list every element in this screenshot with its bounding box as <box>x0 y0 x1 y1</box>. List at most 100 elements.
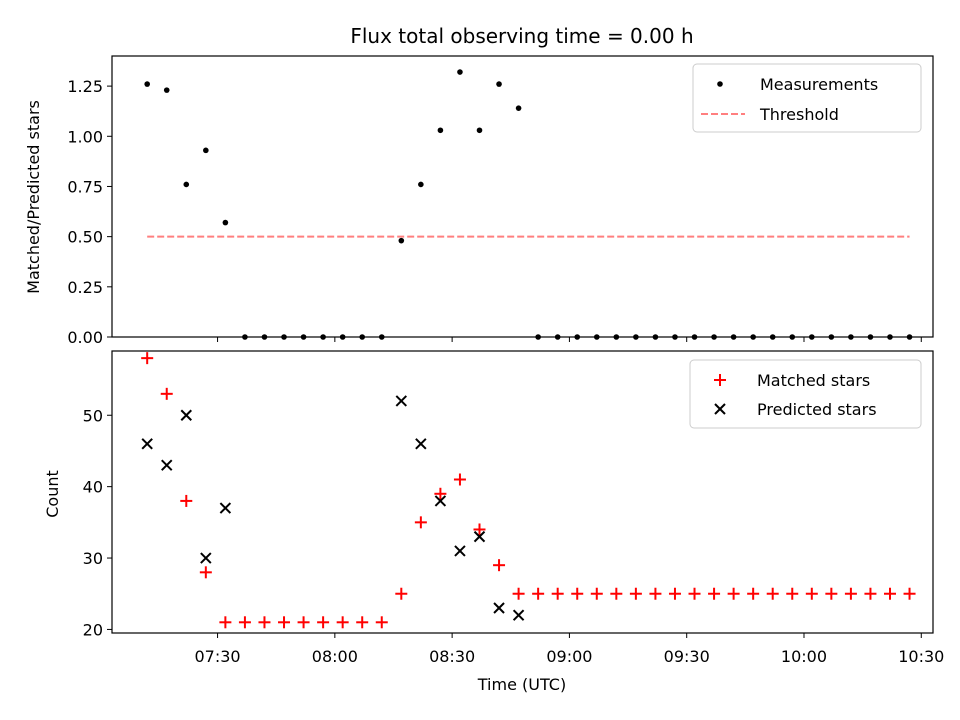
matched-star-point <box>844 587 857 600</box>
top-y-tick-label: 1.25 <box>67 77 103 96</box>
top-x-ticks <box>217 337 922 342</box>
matched-star-point <box>317 616 330 629</box>
measurement-point <box>222 219 229 226</box>
matched-star-point <box>180 494 193 507</box>
bottom-x-tick-label: 08:00 <box>312 647 358 666</box>
bottom-x-tick-label: 09:30 <box>664 647 710 666</box>
predicted-star-point <box>454 545 466 557</box>
bottom-y-axis-label: Count <box>43 470 62 518</box>
matched-star-point <box>649 587 662 600</box>
bottom-y-tick-label: 50 <box>83 406 103 425</box>
predicted-star-point <box>415 438 427 450</box>
predicted-star-point <box>395 395 408 407</box>
matched-star-point <box>199 566 212 579</box>
matched-star-point <box>375 616 388 629</box>
top-y-axis-label: Matched/Predicted stars <box>24 100 43 294</box>
bottom-x-tick-label: 07:30 <box>195 647 241 666</box>
legend-predicted-label: Predicted stars <box>757 400 877 419</box>
matched-star-point <box>766 587 779 600</box>
measurement-point <box>418 181 424 188</box>
matched-star-point <box>786 587 799 600</box>
bottom-x-tick-label: 10:00 <box>781 647 827 666</box>
measurement-point <box>476 127 483 134</box>
top-y-tick-label: 0.75 <box>67 177 103 196</box>
chart-title: Flux total observing time = 0.00 h <box>350 24 693 48</box>
matched-star-point <box>512 587 525 600</box>
bottom-y-tick-label: 20 <box>83 620 103 639</box>
legend-matched-marker <box>714 374 726 386</box>
measurement-point <box>183 181 190 188</box>
matched-star-point <box>493 559 506 572</box>
predicted-star-point <box>200 552 212 564</box>
matched-star-point <box>356 616 369 629</box>
matched-star-point <box>590 587 603 600</box>
measurement-point <box>144 81 150 87</box>
bottom-plot-area <box>141 352 916 629</box>
matched-star-point <box>395 587 408 600</box>
measurement-point <box>515 105 522 111</box>
top-y-tick-label: 0.50 <box>67 228 103 247</box>
matched-star-point <box>453 473 466 486</box>
predicted-star-point <box>512 609 525 621</box>
matched-star-point <box>238 616 251 629</box>
legend-threshold-label: Threshold <box>759 105 839 124</box>
measurement-point <box>398 237 405 244</box>
measurement-point <box>437 127 444 134</box>
bottom-panel: 20 30 40 50 07:30 08:00 08:30 09:00 09:30 10:00 1… <box>43 350 944 694</box>
matched-star-point <box>414 516 427 529</box>
matched-star-point <box>258 616 271 629</box>
top-y-tick-label: 0.00 <box>67 328 103 347</box>
matched-star-point <box>219 616 232 629</box>
matched-star-point <box>825 587 838 600</box>
top-y-tick-label: 0.25 <box>67 278 103 297</box>
matched-star-point <box>727 587 740 600</box>
bottom-x-tick-label: 09:00 <box>546 647 592 666</box>
predicted-star-point <box>141 438 153 450</box>
matched-star-point <box>551 587 564 600</box>
measurement-point <box>163 87 170 93</box>
matched-star-point <box>688 587 701 600</box>
matched-star-point <box>336 616 349 629</box>
top-y-ticks: 0.00 0.25 0.50 0.75 1.00 1.25 <box>67 77 112 347</box>
matched-star-point <box>610 587 623 600</box>
predicted-star-point <box>473 530 486 543</box>
x-axis-label: Time (UTC) <box>477 675 566 694</box>
matched-star-point <box>708 587 721 600</box>
matched-star-point <box>141 352 154 365</box>
matched-star-point <box>864 587 877 600</box>
top-panel: 0.00 0.25 0.50 0.75 1.00 1.25 Matched/Predict… <box>24 55 934 347</box>
bottom-x-ticks: 07:30 08:00 08:30 09:00 09:30 10:00 10:30 <box>195 633 944 666</box>
top-legend: Measurements Threshold <box>692 63 922 133</box>
predicted-star-point <box>219 502 232 514</box>
matched-star-point <box>805 587 818 600</box>
matched-star-point <box>297 616 310 629</box>
matched-star-point <box>473 523 486 536</box>
predicted-star-point <box>161 459 173 471</box>
legend-measurements-label: Measurements <box>760 75 878 94</box>
matched-star-point <box>903 587 916 600</box>
matched-star-point <box>434 487 447 500</box>
legend-measurements-marker <box>717 81 723 87</box>
top-y-tick-label: 1.00 <box>67 127 103 146</box>
predicted-star-point <box>493 602 505 614</box>
bottom-axes-frame <box>111 350 934 634</box>
bottom-legend: Matched stars Predicted stars <box>689 359 922 429</box>
top-legend-box <box>692 63 922 133</box>
matched-star-point <box>747 587 760 600</box>
matched-star-point <box>668 587 681 600</box>
matched-star-point <box>571 587 584 600</box>
measurement-point <box>496 81 502 87</box>
bottom-x-tick-label: 08:30 <box>429 647 475 666</box>
bottom-legend-box <box>689 359 922 429</box>
matched-star-point <box>532 587 545 600</box>
matched-star-point <box>278 616 291 629</box>
matched-star-point <box>629 587 642 600</box>
bottom-y-ticks: 20 30 40 50 <box>83 406 112 639</box>
measurement-point <box>203 147 209 154</box>
bottom-x-tick-label: 10:30 <box>898 647 944 666</box>
legend-matched-label: Matched stars <box>757 371 870 390</box>
bottom-y-tick-label: 30 <box>83 549 103 568</box>
bottom-y-tick-label: 40 <box>83 478 103 497</box>
matched-star-point <box>160 387 173 400</box>
